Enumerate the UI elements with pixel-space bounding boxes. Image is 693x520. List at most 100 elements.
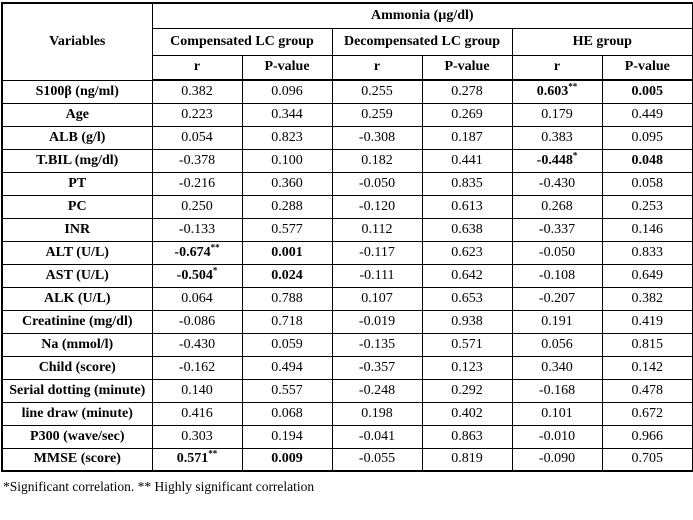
table-row: ALK (U/L) 0.064 0.788 0.107 0.653 -0.207 0.382 bbox=[1, 286, 693, 311]
value-cell: 0.966 bbox=[601, 424, 693, 449]
significance-footnote: *Significant correlation. ** Highly sign… bbox=[3, 479, 315, 494]
value-cell: 0.705 bbox=[601, 447, 693, 472]
value-cell: -0.308 bbox=[331, 125, 423, 150]
value-cell: 0.613 bbox=[421, 194, 513, 219]
r-column-header: r bbox=[331, 54, 423, 81]
r-column-header: r bbox=[151, 54, 243, 81]
value-cell: 0.416 bbox=[151, 401, 243, 426]
value-cell: -0.674** bbox=[151, 240, 243, 265]
value-cell: -0.448* bbox=[511, 148, 603, 173]
row-label: line draw (minute) bbox=[1, 401, 153, 426]
value-cell: 0.303 bbox=[151, 424, 243, 449]
value-cell: 0.288 bbox=[241, 194, 333, 219]
value-cell: 0.179 bbox=[511, 102, 603, 127]
table-row: AST (U/L) -0.504* 0.024 -0.111 0.642 -0.108 0.… bbox=[1, 263, 693, 288]
table-row: Na (mmol/l) -0.430 0.059 -0.135 0.571 0.056 0.… bbox=[1, 332, 693, 357]
table-row: line draw (minute) 0.416 0.068 0.198 0.402 0.… bbox=[1, 401, 693, 426]
value-cell: 0.649 bbox=[601, 263, 693, 288]
value-cell: 0.269 bbox=[421, 102, 513, 127]
value-cell: 0.653 bbox=[421, 286, 513, 311]
value-cell: 0.123 bbox=[421, 355, 513, 380]
ammonia-header: Ammonia (µg/dl) bbox=[151, 2, 693, 29]
value-cell: 0.198 bbox=[331, 401, 423, 426]
value-cell: 0.064 bbox=[151, 286, 243, 311]
value-cell: 0.823 bbox=[241, 125, 333, 150]
value-cell: 0.938 bbox=[421, 309, 513, 334]
value-cell: -0.162 bbox=[151, 355, 243, 380]
significance-marker: ** bbox=[568, 81, 578, 92]
value-cell: 0.187 bbox=[421, 125, 513, 150]
row-label: INR bbox=[1, 217, 153, 242]
value-cell: 0.259 bbox=[331, 102, 423, 127]
table-row: Serial dotting (minute) 0.140 0.557 -0.248 0… bbox=[1, 378, 693, 403]
value-cell: 0.253 bbox=[601, 194, 693, 219]
table-row: INR -0.133 0.577 0.112 0.638 -0.337 0.146 bbox=[1, 217, 693, 242]
value-cell: 0.819 bbox=[421, 447, 513, 472]
group-header-compensated: Compensated LC group bbox=[151, 27, 333, 56]
value-cell: 0.001 bbox=[241, 240, 333, 265]
page: Variables Ammonia (µg/dl) Compensated LC… bbox=[1, 2, 693, 494]
table-row: Age 0.223 0.344 0.259 0.269 0.179 0.449 bbox=[1, 102, 693, 127]
group-header-decompensated: Decompensated LC group bbox=[331, 27, 513, 56]
table-row: PT -0.216 0.360 -0.050 0.835 -0.430 0.058 bbox=[1, 171, 693, 196]
value-cell: 0.107 bbox=[331, 286, 423, 311]
p-column-header: P-value bbox=[601, 54, 693, 81]
value-cell: 0.788 bbox=[241, 286, 333, 311]
row-label: ALB (g/l) bbox=[1, 125, 153, 150]
significance-marker: ** bbox=[210, 241, 220, 252]
value-cell: 0.056 bbox=[511, 332, 603, 357]
value-cell: 0.112 bbox=[331, 217, 423, 242]
row-label: S100β (ng/ml) bbox=[1, 79, 153, 104]
table-row: MMSE (score) 0.571** 0.009 -0.055 0.819 -0.09… bbox=[1, 447, 693, 472]
value-cell: -0.111 bbox=[331, 263, 423, 288]
value-cell: 0.048 bbox=[601, 148, 693, 173]
value-cell: -0.378 bbox=[151, 148, 243, 173]
value-cell: -0.207 bbox=[511, 286, 603, 311]
significance-marker: * bbox=[212, 264, 218, 275]
value-cell: -0.050 bbox=[511, 240, 603, 265]
value-cell: 0.382 bbox=[151, 79, 243, 104]
value-cell: -0.357 bbox=[331, 355, 423, 380]
value-cell: -0.337 bbox=[511, 217, 603, 242]
table-row: P300 (wave/sec) 0.303 0.194 -0.041 0.863 -0.0… bbox=[1, 424, 693, 449]
value-cell: 0.603** bbox=[511, 79, 603, 104]
correlation-table: Variables Ammonia (µg/dl) Compensated LC… bbox=[1, 2, 693, 472]
value-cell: 0.278 bbox=[421, 79, 513, 104]
row-label: Serial dotting (minute) bbox=[1, 378, 153, 403]
group-header-he: HE group bbox=[511, 27, 693, 56]
value-cell: 0.718 bbox=[241, 309, 333, 334]
value-cell: -0.248 bbox=[331, 378, 423, 403]
table-row: Creatinine (mg/dl) -0.086 0.718 -0.019 0.938… bbox=[1, 309, 693, 334]
value-cell: 0.059 bbox=[241, 332, 333, 357]
value-cell: 0.835 bbox=[421, 171, 513, 196]
table-row: PC 0.250 0.288 -0.120 0.613 0.268 0.253 bbox=[1, 194, 693, 219]
value-cell: -0.135 bbox=[331, 332, 423, 357]
header-row-stats: r P-value r P-value r P-value bbox=[2, 54, 693, 81]
value-cell: 0.146 bbox=[601, 217, 693, 242]
value-cell: 0.250 bbox=[151, 194, 243, 219]
value-cell: 0.142 bbox=[601, 355, 693, 380]
value-cell: 0.140 bbox=[151, 378, 243, 403]
value-cell: 0.833 bbox=[601, 240, 693, 265]
value-cell: 0.360 bbox=[241, 171, 333, 196]
row-label: MMSE (score) bbox=[1, 447, 153, 472]
value-cell: 0.068 bbox=[241, 401, 333, 426]
p-column-header: P-value bbox=[241, 54, 333, 81]
table-header: Variables Ammonia (µg/dl) Compensated LC… bbox=[1, 2, 693, 81]
value-cell: 0.623 bbox=[421, 240, 513, 265]
value-cell: 0.638 bbox=[421, 217, 513, 242]
row-label: Age bbox=[1, 102, 153, 127]
row-label: PT bbox=[1, 171, 153, 196]
value-cell: -0.133 bbox=[151, 217, 243, 242]
value-cell: 0.557 bbox=[241, 378, 333, 403]
value-cell: -0.010 bbox=[511, 424, 603, 449]
value-cell: -0.120 bbox=[331, 194, 423, 219]
table-row: ALT (U/L) -0.674** 0.001 -0.117 0.623 -0.050 0… bbox=[1, 240, 693, 265]
value-cell: 0.223 bbox=[151, 102, 243, 127]
row-label: Creatinine (mg/dl) bbox=[1, 309, 153, 334]
table-row: Child (score) -0.162 0.494 -0.357 0.123 0.340… bbox=[1, 355, 693, 380]
value-cell: -0.019 bbox=[331, 309, 423, 334]
row-label: Child (score) bbox=[1, 355, 153, 380]
value-cell: -0.430 bbox=[511, 171, 603, 196]
p-column-header: P-value bbox=[421, 54, 513, 81]
